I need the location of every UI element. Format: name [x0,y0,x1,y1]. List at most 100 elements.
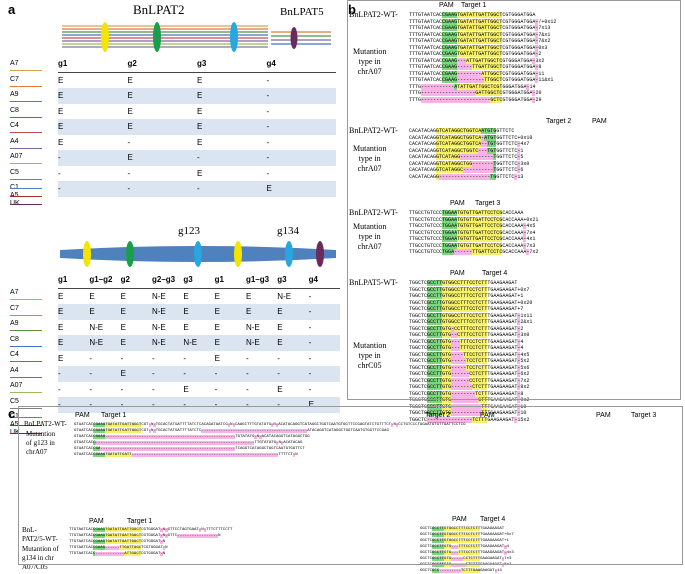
row-label-text: C5 [10,168,19,176]
row-label-text: A9 [10,320,19,327]
table-cell: E [120,366,152,382]
sequence-line: TTGCCTGTCCCTGGA------TTGATTCCTCGCACCAAA-… [409,249,539,255]
table-cell: E [58,322,64,332]
target-label: Target 3 [475,200,501,207]
table-cell: - [151,397,184,413]
table-cell: - [308,322,312,332]
sequence-line: CACATACAGGTCATAGGC----------TGGTTCTC-6 [409,167,524,173]
table-cell: E [120,335,152,351]
table-cell: E [120,322,126,332]
table-cell: E [197,106,203,116]
row-color-line [10,314,42,316]
table-cell: - [89,384,92,394]
sequence-line: TGGCTCGCCTTGTGGCCTTTCCTCTTTGAAGAAGAT [409,280,518,286]
sequence-line: TGGCTC---------------TCTTTGAAGAAGAT-15x2 [409,416,530,423]
target-label-4: Target 4 [480,516,506,523]
mutation-type-label: Mutantion type in chrA07 [353,222,386,252]
table-cell: - [120,397,152,413]
table-header-6: g1–g3 [245,272,278,289]
pam-label-2: PAM [480,412,495,419]
table-cell: - [245,353,249,363]
table-cell: - [245,397,278,413]
row-color-line [10,407,42,409]
row-color-line [10,85,42,87]
row-label-text: A5 [10,421,19,428]
sequence-line: GTAATCACCGAAGTGATATTGATTGGCTCGT-N-TGCACT… [74,429,389,433]
table-cell: - [245,366,278,382]
table-cell: - [58,397,90,413]
mutation-type-text: chrC05 [357,361,382,370]
wt-label-c2-text: PAT2/5-WT- [22,535,58,543]
row-label-text: C5 [10,397,19,405]
pam-label: PAM [439,2,454,9]
row-color-line [10,196,42,197]
table-cell: - [89,366,121,382]
gene-title-bnlpat5: BnLPAT5 [280,6,324,18]
sequence-line: TGGCTCGCCTTGTG-----TCCTCTTTGAAGAAGAT-5x6 [409,364,530,371]
sequence-line: TGGCTCGCCTTGTGGCCTTTCCTCTTTGAAGAAGAT-1x1… [409,312,533,319]
sequence-line: TTTGTAATCACCGAAGTGATATTGATTGGCTCGTGGGATG… [409,12,536,18]
mutation-type-text: chrA07 [357,164,382,173]
mutation-type-label-c1-text: of g123 in [26,439,55,447]
table-cell: - [151,353,155,363]
mutation-type-text: type in [358,232,381,241]
table-cell: E [127,88,197,104]
table-cell: E [120,304,152,320]
row-color-line [10,392,42,393]
sequence-line: GGCTCGCCTTGTGGCCTTTCCTCTTTGAAGAAGAT+0x7 [420,533,514,537]
row-label-text: C7 [10,304,19,312]
sequence-line: CACATACAGGTCATAGGCTGG-------TGGTTCTC-3x0 [409,160,530,167]
table-cell: E [58,88,128,104]
mutation-type-text: chrA07 [357,67,382,76]
table-cell: E [58,75,64,85]
table-header-0: g1 [58,272,90,289]
table-cell: N-E [183,335,215,351]
row-color-line [10,361,42,362]
table-cell: E [277,335,309,351]
table-cell: E [89,304,121,320]
sequence-line: CACATACAGGTCATAGGCTGGTCA--TGTGGTTCTC-4x7 [409,141,530,147]
table-cell: - [308,291,312,301]
sequence-line: TTTGTAATCACCGAAG---------TTGGCTCGTGGGATG… [409,77,554,83]
sequence-line: TTTGTAATCACCGAAGTGATATTGATTGGCTCGTGGGATG… [409,25,551,31]
table-cell: E [197,88,267,104]
sequence-line: GGCTCGCCTTGTG---TTTCCTCTTTGAAGAAGAT-4x3 [420,551,514,555]
mutation-type-text: Mutantion [353,47,387,56]
pam-label: PAM [75,412,90,419]
table-header-8: g4 [308,272,340,289]
table-cell: N-E [89,322,104,332]
panel-c-sequences: PAM Target 1 Target 2 PAM PAM Target 3 BnLPAT2… [0,404,685,573]
wt-label: BnLPAT2-WT- [349,126,398,135]
fusion-label-g134: g134 [277,225,299,237]
row-color-line [10,376,42,378]
table-cell: E [277,304,309,320]
wt-label: BnLPAT2-WT- [349,10,398,19]
table-header-2: g3 [197,56,267,73]
sequence-list: TTGCCTGTCCCTGGAATGTGTTGATTCCTCGCACCAAA TT… [409,210,538,256]
row-color-line [10,116,42,118]
mutation-type-label-c2-text: Mutantion of [22,545,59,553]
target-label-3: Target 3 [631,412,657,419]
row-label-text: A7 [10,289,19,296]
wt-label: BnLPAT5-WT- [349,278,398,287]
row-label-text: A07 [10,382,23,389]
sequence-list: TGGCTCGCCTTGTGGCCTTTCCTCTTTGAAGAAGAT TGGC… [409,280,532,423]
panel-b-label: b [348,2,356,17]
row-label-text: C8 [10,106,19,114]
sequence-line: TTGTAATCACCGAAGTGATATTGATTGGCTCGTGGGAT-N… [69,528,233,532]
row-color-line [10,425,42,426]
table-header-4: g3 [183,272,215,289]
table-cell: E [58,353,64,363]
table-cell: E [183,322,189,332]
row-label-text: A07 [10,153,23,160]
sequence-line: CACATACAGGTCATAGGCTGGTC---TGTGGTTCTC-1 [409,147,524,154]
table-cell: - [58,181,128,197]
table-cell: - [266,150,336,166]
table-row: ---E [58,181,336,197]
table-cell: - [120,384,124,394]
pam-label: PAM [592,118,607,125]
table-cell: - [183,397,215,413]
row-color-line [10,433,42,434]
